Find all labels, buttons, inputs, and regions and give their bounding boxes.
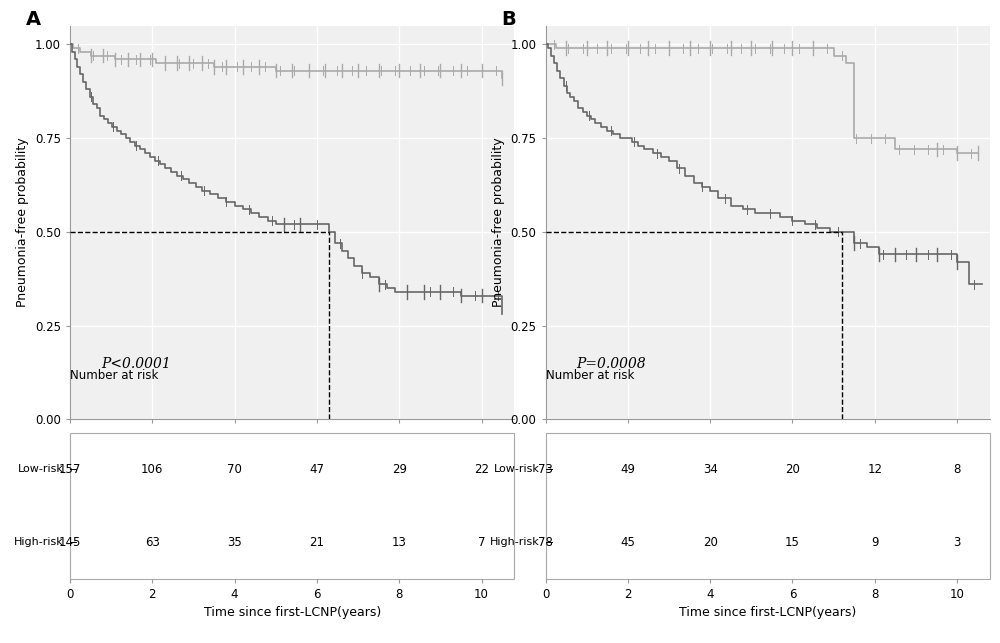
Text: 8: 8 [953, 463, 961, 476]
X-axis label: Time since first-LCNP(years): Time since first-LCNP(years) [204, 606, 381, 619]
Text: 20: 20 [785, 463, 800, 476]
Text: 78: 78 [538, 536, 553, 548]
Text: 70: 70 [227, 463, 242, 476]
Text: Low-risk: Low-risk [18, 464, 64, 475]
Text: 15: 15 [785, 536, 800, 548]
Text: 49: 49 [620, 463, 635, 476]
Text: 7: 7 [478, 536, 485, 548]
Text: 106: 106 [141, 463, 163, 476]
Text: 29: 29 [392, 463, 407, 476]
Text: 20: 20 [703, 536, 718, 548]
Text: 35: 35 [227, 536, 242, 548]
Text: High-risk: High-risk [14, 538, 64, 547]
Text: 13: 13 [392, 536, 407, 548]
Text: 22: 22 [474, 463, 489, 476]
Text: B: B [501, 10, 516, 29]
Text: 145: 145 [59, 536, 81, 548]
Text: Number at risk: Number at risk [70, 369, 158, 382]
Text: 34: 34 [703, 463, 718, 476]
Text: 21: 21 [309, 536, 324, 548]
Text: 45: 45 [620, 536, 635, 548]
Text: 47: 47 [309, 463, 324, 476]
Text: P=0.0008: P=0.0008 [577, 358, 646, 371]
X-axis label: Time since first-LCNP(years): Time since first-LCNP(years) [679, 606, 856, 619]
Text: 73: 73 [538, 463, 553, 476]
Text: 9: 9 [871, 536, 879, 548]
Text: 63: 63 [145, 536, 160, 548]
Text: Low-risk: Low-risk [494, 464, 539, 475]
Y-axis label: Pneumonia-free probability: Pneumonia-free probability [16, 138, 29, 307]
Text: 3: 3 [953, 536, 961, 548]
Text: 157: 157 [59, 463, 81, 476]
Text: P<0.0001: P<0.0001 [101, 358, 171, 371]
Text: A: A [26, 10, 41, 29]
Text: 12: 12 [867, 463, 882, 476]
Text: High-risk: High-risk [490, 538, 539, 547]
Y-axis label: Pneumonia-free probability: Pneumonia-free probability [492, 138, 505, 307]
Text: Number at risk: Number at risk [546, 369, 634, 382]
